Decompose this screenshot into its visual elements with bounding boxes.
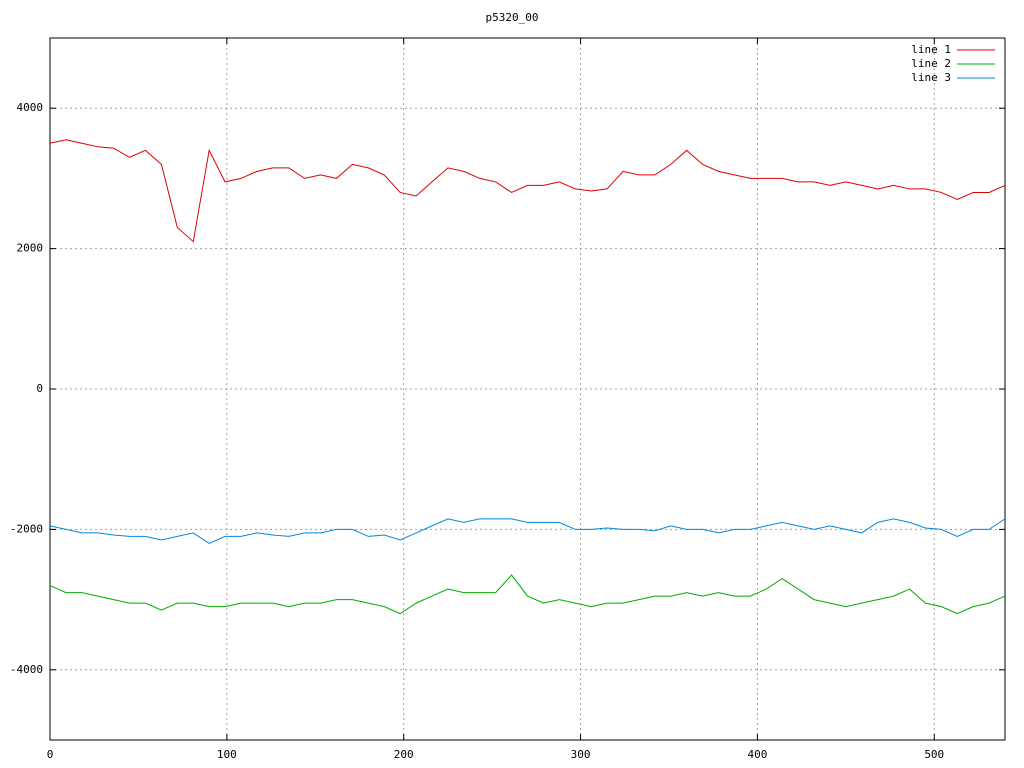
x-tick-label: 500	[924, 748, 944, 761]
y-tick-label: -4000	[10, 663, 43, 676]
legend-label: line 1	[911, 43, 951, 56]
y-tick-label: 0	[36, 382, 43, 395]
legend-label: line 2	[911, 57, 951, 70]
x-tick-label: 400	[747, 748, 767, 761]
legend-label: line 3	[911, 71, 951, 84]
x-tick-label: 100	[217, 748, 237, 761]
x-tick-label: 200	[394, 748, 414, 761]
y-tick-label: -2000	[10, 522, 43, 535]
chart-title: p5320_00	[486, 11, 539, 24]
series-line	[49, 139, 1006, 243]
x-tick-label: 300	[571, 748, 591, 761]
series-line	[49, 574, 1006, 615]
y-tick-label: 4000	[17, 101, 44, 114]
plot-border	[49, 37, 1006, 741]
x-tick-label: 0	[47, 748, 54, 761]
series-line	[49, 518, 1006, 545]
y-tick-label: 2000	[17, 242, 44, 255]
